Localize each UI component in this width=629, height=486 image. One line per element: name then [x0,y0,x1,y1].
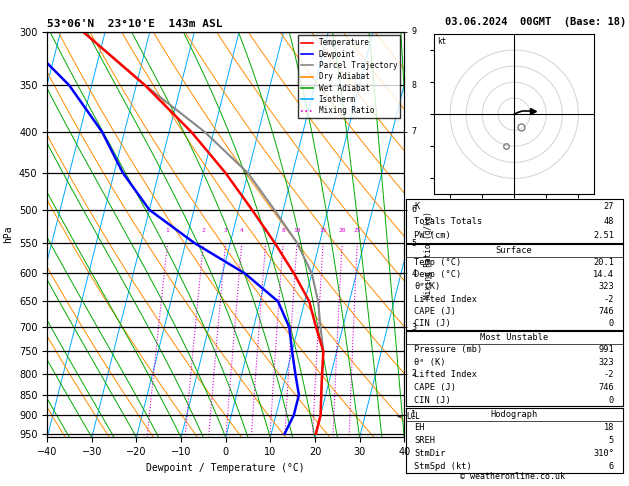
Text: CAPE (J): CAPE (J) [415,383,457,392]
Text: LCL: LCL [406,412,420,421]
Text: CIN (J): CIN (J) [415,396,451,404]
Text: 7: 7 [411,127,416,137]
Text: 4: 4 [240,228,243,233]
Text: 10: 10 [293,228,301,233]
Text: Pressure (mb): Pressure (mb) [415,345,482,354]
X-axis label: Dewpoint / Temperature (°C): Dewpoint / Temperature (°C) [147,463,305,473]
Text: -2: -2 [604,370,614,380]
Text: 6: 6 [609,462,614,471]
Text: CIN (J): CIN (J) [415,319,451,328]
Text: EH: EH [415,423,425,432]
Text: 746: 746 [598,383,614,392]
Text: 4: 4 [411,269,416,278]
Y-axis label: hPa: hPa [3,226,13,243]
Text: Temp (°C): Temp (°C) [415,258,462,267]
Legend: Temperature, Dewpoint, Parcel Trajectory, Dry Adiabat, Wet Adiabat, Isotherm, Mi: Temperature, Dewpoint, Parcel Trajectory… [298,35,401,118]
Text: 6: 6 [264,228,267,233]
Text: 2: 2 [201,228,205,233]
Text: © weatheronline.co.uk: © weatheronline.co.uk [460,472,565,481]
Text: PW (cm): PW (cm) [415,231,451,240]
Text: 15: 15 [320,228,327,233]
Text: Totals Totals: Totals Totals [415,217,482,226]
Text: -2: -2 [604,295,614,304]
Text: Dewp (°C): Dewp (°C) [415,270,462,279]
Text: 20: 20 [338,228,346,233]
Text: θᵉ (K): θᵉ (K) [415,358,446,367]
Text: 25: 25 [353,228,361,233]
Text: 14.4: 14.4 [593,270,614,279]
Text: 323: 323 [598,282,614,292]
Text: 8: 8 [281,228,285,233]
Text: Surface: Surface [496,246,533,255]
Text: Mixing Ratio (g/kg): Mixing Ratio (g/kg) [424,211,433,299]
Text: 03.06.2024  00GMT  (Base: 18): 03.06.2024 00GMT (Base: 18) [445,17,626,27]
Text: 20.1: 20.1 [593,258,614,267]
Text: 746: 746 [598,307,614,316]
Text: 6: 6 [411,205,416,214]
Text: 310°: 310° [593,449,614,458]
Text: K: K [415,202,420,211]
Text: 5: 5 [609,436,614,445]
Text: Lifted Index: Lifted Index [415,370,477,380]
Text: 2.51: 2.51 [593,231,614,240]
Text: Hodograph: Hodograph [491,410,538,419]
Text: θᵉ(K): θᵉ(K) [415,282,441,292]
Text: 48: 48 [604,217,614,226]
Text: 5: 5 [411,239,416,247]
Text: 9: 9 [411,27,416,36]
Text: 991: 991 [598,345,614,354]
Text: 8: 8 [411,81,416,90]
Text: StmSpd (kt): StmSpd (kt) [415,462,472,471]
Text: 3: 3 [411,323,416,332]
Text: StmDir: StmDir [415,449,446,458]
Text: Most Unstable: Most Unstable [480,333,548,342]
Text: 27: 27 [604,202,614,211]
Text: 0: 0 [609,319,614,328]
Text: 323: 323 [598,358,614,367]
Text: SREH: SREH [415,436,435,445]
Text: 53°06'N  23°10'E  143m ASL: 53°06'N 23°10'E 143m ASL [47,19,223,30]
Text: 2: 2 [411,369,416,378]
Text: 1: 1 [165,228,169,233]
Text: 3: 3 [224,228,228,233]
Text: Lifted Index: Lifted Index [415,295,477,304]
Text: 0: 0 [609,396,614,404]
Text: 1: 1 [411,410,416,419]
Text: CAPE (J): CAPE (J) [415,307,457,316]
Text: 18: 18 [604,423,614,432]
Text: kt: kt [437,36,447,46]
